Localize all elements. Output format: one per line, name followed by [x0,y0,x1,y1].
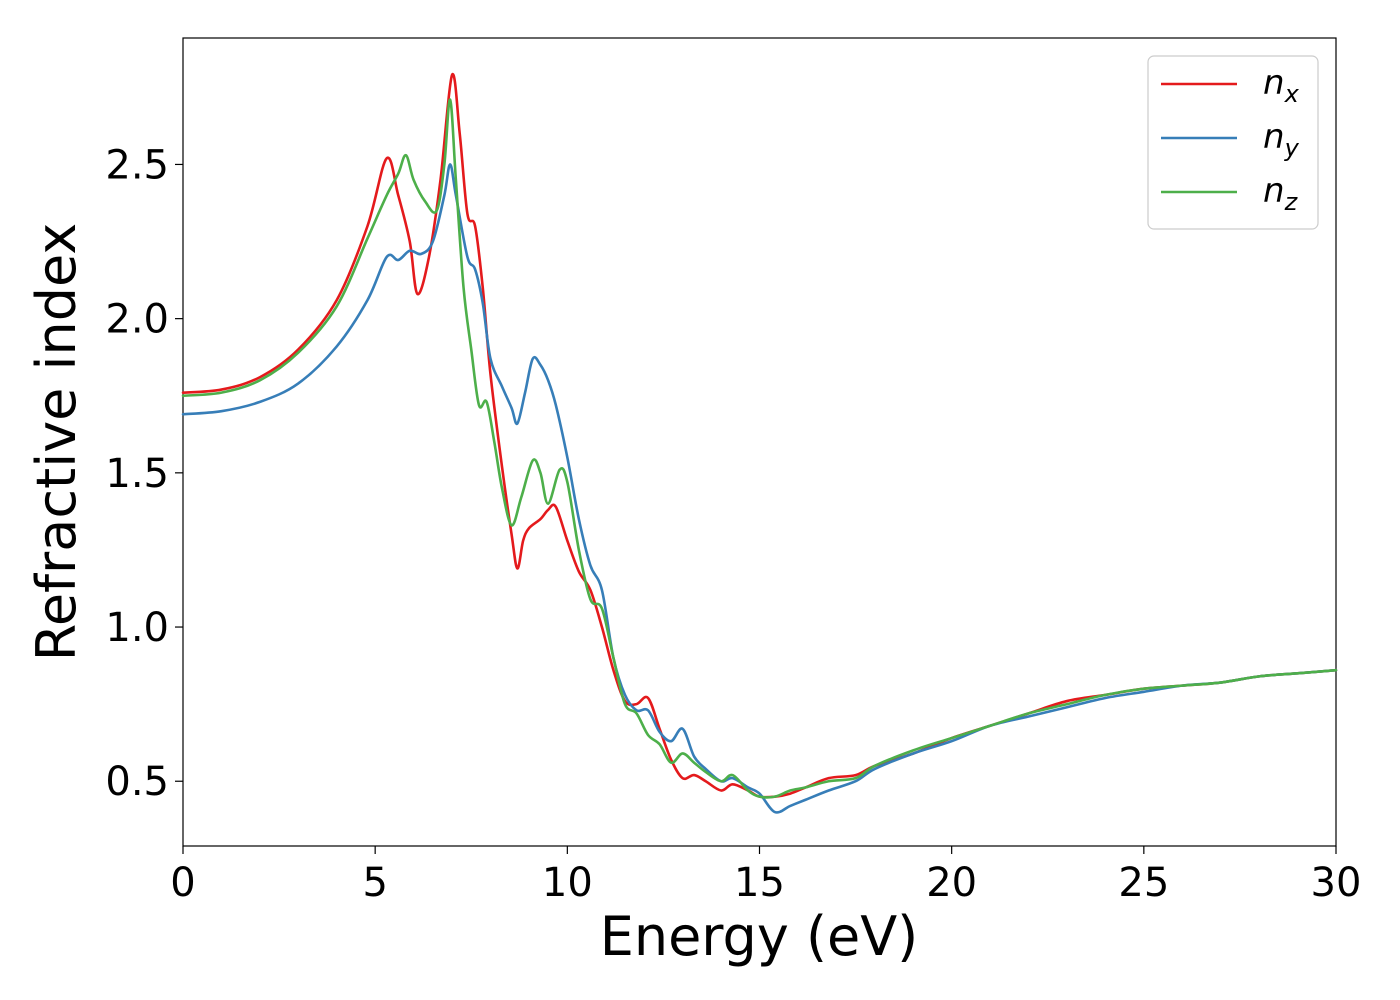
legend-label-x: nx [1263,63,1300,108]
y-axis: 0.5 1.0 1.5 2.0 2.5 [105,142,183,805]
x-axis-title: Energy (eV) [600,905,919,968]
y-axis-title: Refractive index [25,223,88,662]
y-tick-label: 1.5 [105,451,169,497]
x-tick-label: 20 [926,860,977,906]
y-tick-label: 2.0 [105,297,169,343]
x-axis: 0 5 10 15 20 25 30 [170,846,1361,906]
x-tick-label: 30 [1311,860,1362,906]
x-tick-label: 5 [362,860,387,906]
x-tick-label: 0 [170,860,195,906]
y-tick-label: 0.5 [105,759,169,805]
y-tick-label: 1.0 [105,605,169,651]
x-tick-label: 25 [1118,860,1169,906]
x-tick-label: 10 [542,860,593,906]
legend-label-z: nz [1263,171,1299,216]
legend-frame [1147,55,1319,230]
legend-label-y: ny [1263,117,1300,162]
y-tick-label: 2.5 [105,142,169,188]
series-line-z [181,98,1338,799]
legend: nx ny nz [1147,55,1319,230]
series-line-y [181,163,1338,814]
x-tick-label: 15 [734,860,785,906]
series-layer [181,72,1338,814]
